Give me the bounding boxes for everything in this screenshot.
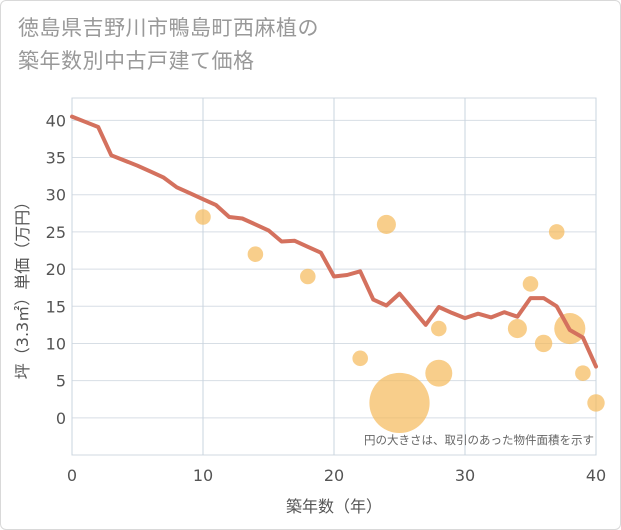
scatter-points: [195, 209, 605, 434]
data-point: [587, 394, 605, 412]
chart-title: 徳島県吉野川市鴨島町西麻植の 築年数別中古戸建て価格: [18, 12, 319, 78]
bubble-size-note: 円の大きさは、取引のあった物件面積を示す: [364, 433, 594, 447]
data-point: [195, 209, 211, 225]
data-point: [548, 224, 565, 240]
axis-tick-labels: 0 5 10 15 20 25 30 35 40 0 10 20 30 40: [46, 111, 607, 485]
y-tick-label: 40: [46, 111, 66, 130]
x-tick-label: 20: [324, 466, 344, 485]
data-point: [376, 214, 396, 234]
data-point: [369, 372, 430, 434]
data-point: [300, 268, 316, 285]
y-tick-label: 20: [46, 260, 66, 279]
data-point: [534, 334, 553, 353]
data-point: [425, 359, 453, 387]
trend-line-layer: [70, 114, 598, 369]
grid-lines: [71, 97, 597, 456]
data-point: [575, 365, 591, 381]
chart-title-line-1: 徳島県吉野川市鴨島町西麻植の: [18, 16, 319, 40]
y-axis-title: 坪（3.3㎡）単価（万円）: [13, 194, 32, 379]
trend-line: [70, 114, 598, 369]
y-tick-label: 0: [56, 409, 66, 428]
x-tick-label: 40: [586, 466, 606, 485]
y-tick-label: 10: [46, 334, 66, 353]
data-point: [352, 350, 368, 367]
y-tick-label: 30: [46, 186, 66, 205]
x-axis-title: 築年数（年）: [286, 497, 382, 516]
data-point: [431, 320, 447, 337]
y-tick-label: 5: [56, 372, 66, 391]
data-point: [522, 276, 539, 292]
data-point: [507, 319, 527, 339]
chart-title-line-2: 築年数別中古戸建て価格: [18, 49, 255, 73]
x-tick-label: 10: [193, 466, 213, 485]
data-point: [247, 246, 264, 262]
y-tick-label: 25: [46, 223, 66, 242]
y-tick-label: 35: [46, 149, 66, 168]
x-tick-label: 30: [455, 466, 475, 485]
x-tick-label: 0: [67, 466, 77, 485]
y-tick-label: 15: [46, 297, 66, 316]
